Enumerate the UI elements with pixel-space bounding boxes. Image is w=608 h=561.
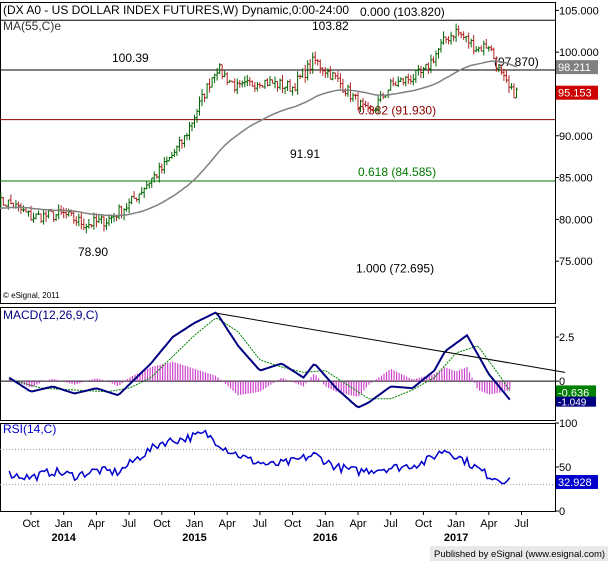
price-y-tick-label: 105.000 [559, 5, 599, 17]
x-axis-month-label: Jan [316, 518, 334, 530]
x-axis-year-label: 2014 [51, 532, 76, 544]
x-axis-year-label: 2015 [182, 532, 206, 544]
price-y-tick-label: 80.000 [559, 214, 593, 226]
x-axis-month-label: Jan [447, 518, 465, 530]
last-price-label: 95.153 [558, 88, 592, 100]
macd-line [8, 311, 511, 409]
panel-frame [0, 2, 556, 304]
x-axis-month-label: Jul [122, 518, 136, 530]
pivot-point-label: 91.91 [290, 147, 320, 161]
rsi-y-tick-label: 0 [559, 506, 565, 518]
last-price-box [556, 85, 598, 100]
x-axis-month-label: Jan [186, 518, 204, 530]
moving-average-line [0, 60, 517, 217]
rsi-panel: 0 50 100 32.928 [0, 418, 598, 518]
x-axis-month-label: Jul [514, 518, 528, 530]
x-axis-year-label: 2017 [444, 532, 468, 544]
macd-panel: 0 2.5 -0.636-1.049 [0, 311, 596, 409]
macd-y-tick-label: 0 [559, 376, 565, 388]
fibonacci-level-label: (97.870) [494, 55, 539, 69]
x-axis-month-label: Jan [55, 518, 73, 530]
copyright-label: © eSignal, 2011 [3, 291, 60, 300]
x-axis-month-label: Oct [22, 518, 39, 530]
price-chart-title: (DX A0 - US DOLLAR INDEX FUTURES,W) Dyna… [3, 3, 349, 17]
x-axis-month-label: Apr [219, 518, 236, 530]
pivot-point-label: 103.82 [312, 19, 349, 33]
macd-signal-value-box [556, 385, 596, 400]
footer-credit: Published by eSignal (www.esignal.com) [434, 549, 605, 560]
pivot-point-label: 78.90 [78, 245, 108, 259]
rsi-value-label: 32.928 [558, 477, 592, 489]
price-panel: 75.00080.00085.00090.00095.000100.000105… [0, 5, 599, 275]
x-axis-year-label: 2016 [313, 532, 337, 544]
x-axis: Oct Jan Apr Jul Oct Jan Apr Jul Oct Jan Apr Jul Oct J… [22, 511, 529, 544]
macd-value-label: -1.049 [558, 398, 587, 409]
panel-frame [0, 307, 556, 421]
macd-y-tick-label: 2.5 [559, 332, 574, 344]
x-axis-month-label: Apr [480, 518, 497, 530]
ma-value-label: 98.211 [558, 62, 591, 74]
x-axis-month-label: Apr [88, 518, 105, 530]
price-y-tick-label: 85.000 [559, 173, 593, 185]
macd-signal-value-label: -0.636 [558, 387, 589, 399]
x-axis-month-label: Oct [284, 518, 301, 530]
x-axis-month-label: Jul [253, 518, 267, 530]
rsi-panel-title: RSI(14,C) [3, 422, 56, 436]
price-y-tick-label: 75.000 [559, 256, 593, 268]
footer-background [430, 546, 608, 561]
x-axis-month-label: Oct [415, 518, 432, 530]
ma-value-box [556, 60, 598, 75]
x-axis-month-label: Apr [349, 518, 366, 530]
macd-trendline [216, 312, 566, 373]
price-y-tick-label: 90.000 [559, 131, 593, 143]
ma-indicator-label: MA(55,C)e [3, 19, 61, 33]
macd-value-box [556, 396, 596, 407]
fibonacci-level-label: 0.382 (91.930) [358, 104, 436, 118]
macd-panel-title: MACD(12,26,9,C) [3, 308, 98, 322]
rsi-y-tick-label: 100 [559, 418, 577, 430]
rsi-y-tick-label: 50 [559, 462, 571, 474]
pivot-point-label: 100.39 [112, 51, 149, 65]
fibonacci-level-label: 0.618 (84.585) [358, 165, 436, 179]
price-y-tick-label: 100.000 [559, 47, 599, 59]
rsi-value-box [556, 475, 598, 490]
macd-signal-line [9, 317, 511, 400]
fibonacci-level-label: 0.000 (103.820) [360, 5, 445, 19]
x-axis-month-label: Oct [153, 518, 170, 530]
fibonacci-level-label: 1.000 (72.695) [356, 261, 434, 275]
rsi-line [8, 429, 511, 485]
x-axis-month-label: Jul [384, 518, 398, 530]
